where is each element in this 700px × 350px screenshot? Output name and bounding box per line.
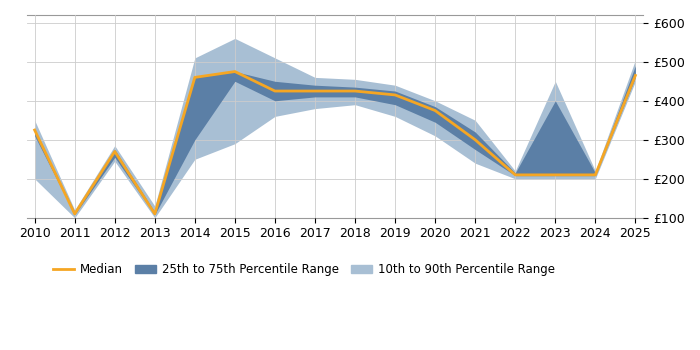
Legend: Median, 25th to 75th Percentile Range, 10th to 90th Percentile Range: Median, 25th to 75th Percentile Range, 1… bbox=[48, 258, 560, 281]
